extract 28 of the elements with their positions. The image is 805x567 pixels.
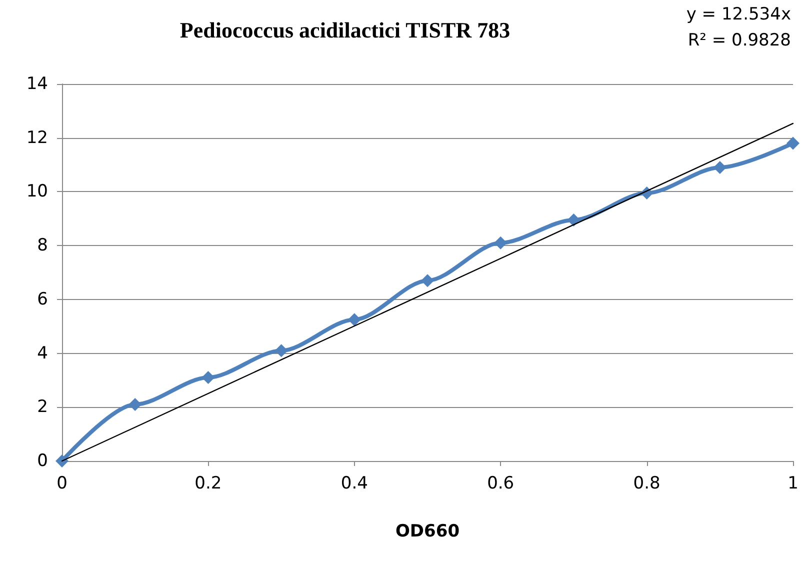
x-tick-label: 0.8 (633, 474, 660, 494)
point (274, 344, 288, 358)
y-tick-label: 0 (37, 451, 48, 471)
chart-title: Pediococcus acidilactici TISTR 783 (180, 18, 510, 42)
x-axis-title: OD660 (395, 522, 460, 542)
point (567, 213, 580, 226)
y-tick-label: 10 (26, 182, 48, 202)
text: y = 12.534x (686, 4, 791, 24)
point (56, 454, 68, 468)
text: R² = 0.9828 (688, 30, 792, 50)
x-tick-label: 0.2 (194, 474, 222, 494)
point (786, 136, 800, 150)
x-tick-label: 0.6 (487, 474, 514, 494)
y-tick-label: 6 (37, 289, 48, 310)
y-tick-label: 8 (37, 236, 48, 256)
point (421, 274, 434, 288)
point (202, 371, 215, 384)
point (494, 236, 508, 250)
point (713, 160, 726, 174)
y-tick-label: 12 (26, 128, 48, 148)
y-tick-label: 14 (26, 74, 48, 94)
x-tick-label: 1 (788, 474, 798, 494)
x-tick-label: 0.4 (340, 474, 368, 494)
x-tick-label: 0 (56, 474, 68, 494)
y-tick-label: 2 (37, 397, 48, 418)
y-tick-label: 4 (37, 343, 48, 364)
point (128, 398, 142, 411)
point (348, 313, 361, 326)
